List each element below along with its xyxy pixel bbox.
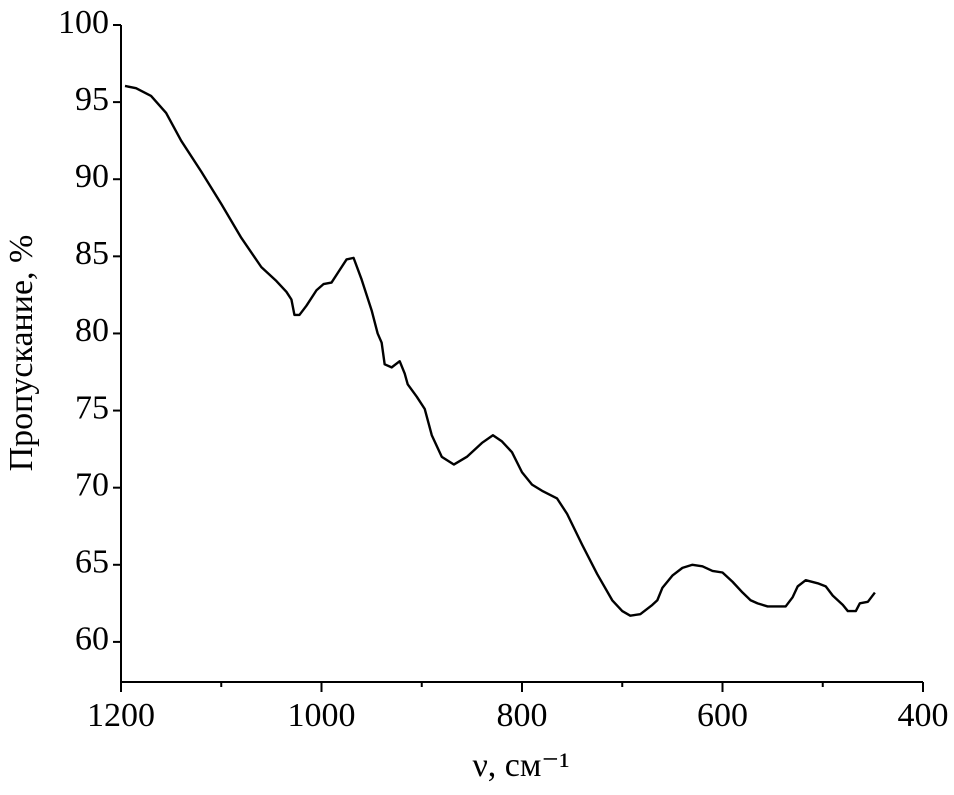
- y-tick-label: 75: [75, 389, 109, 426]
- x-tick-label: 400: [898, 697, 949, 734]
- y-tick-label: 95: [75, 81, 109, 118]
- y-axis-label: Пропускание, %: [3, 235, 40, 472]
- y-tick-label: 65: [75, 544, 109, 581]
- y-tick-label: 100: [58, 4, 109, 41]
- spectrum-line: [124, 84, 876, 617]
- x-axis-label: ν, см⁻¹: [472, 747, 569, 784]
- x-tick-label: 1000: [288, 697, 356, 734]
- y-tick-label: 80: [75, 312, 109, 349]
- y-tick-label: 60: [75, 621, 109, 658]
- x-tick-label: 1200: [87, 697, 155, 734]
- y-tick-label: 90: [75, 158, 109, 195]
- y-tick-label: 70: [75, 466, 109, 503]
- y-tick-label: 85: [75, 235, 109, 272]
- x-tick-label: 600: [697, 697, 748, 734]
- x-tick-label: 800: [497, 697, 548, 734]
